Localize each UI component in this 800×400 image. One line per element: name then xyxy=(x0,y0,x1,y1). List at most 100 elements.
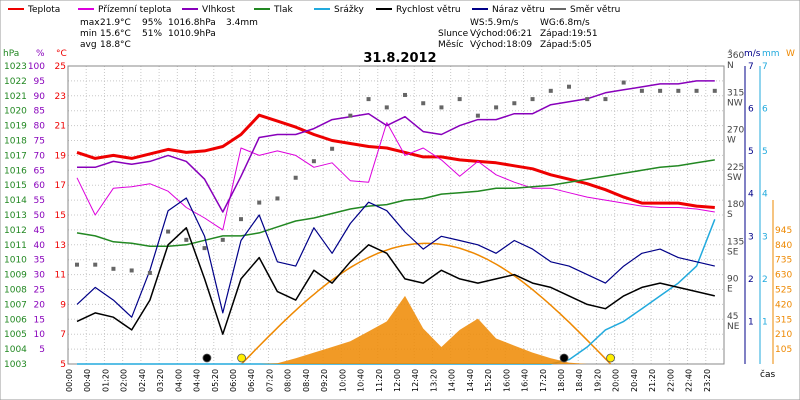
stats-min-pressure: 1010.9hPa xyxy=(168,29,216,39)
x-tick-label: 07:20 xyxy=(265,369,274,392)
sunrise-time: Východ:06:21 xyxy=(470,29,532,39)
x-tick-label: 14:40 xyxy=(466,369,475,392)
percent-tick: 35 xyxy=(34,256,45,266)
direction-tick-dir: NW xyxy=(727,98,743,108)
hpa-tick: 1017 xyxy=(4,151,27,161)
series-line xyxy=(76,159,715,248)
celsius-tick: 21 xyxy=(55,122,66,132)
moonset-marker xyxy=(202,353,212,363)
wind-direction-point xyxy=(384,105,389,110)
watts-tick: 840 xyxy=(775,241,792,251)
x-tick-label: 16:40 xyxy=(521,369,530,392)
stats-avg-label: avg xyxy=(80,40,97,50)
x-tick-label: 06:00 xyxy=(229,369,238,392)
series-line xyxy=(77,80,715,213)
mm-tick: 6 xyxy=(762,105,768,115)
mm-tick: 2 xyxy=(762,275,768,285)
wind-direction-point xyxy=(403,92,407,97)
percent-tick: 70 xyxy=(34,151,46,161)
hpa-tick: 1016 xyxy=(4,166,27,176)
direction-tick-dir: SW xyxy=(727,173,742,183)
wind-direction-point xyxy=(494,105,499,110)
direction-tick-deg: 360 xyxy=(727,51,744,61)
legend-entry: Srážky xyxy=(334,5,365,15)
percent-tick: 90 xyxy=(34,92,46,102)
wind-direction-point xyxy=(348,113,353,118)
percent-tick: 80 xyxy=(34,122,46,132)
x-tick-label: 03:20 xyxy=(156,369,165,392)
direction-tick-dir: N xyxy=(727,61,734,71)
hpa-tick: 1013 xyxy=(4,211,27,221)
wind-speed-current: WS:5.9m/s xyxy=(470,18,519,28)
mm-tick: 4 xyxy=(762,190,768,200)
stats-max-pressure: 1016.8hPa xyxy=(168,18,216,28)
direction-tick-dir: S xyxy=(727,210,733,220)
x-tick-label: 16:00 xyxy=(502,369,511,392)
x-tick-label: 01:20 xyxy=(101,369,110,392)
x-tick-label: 12:40 xyxy=(411,369,420,392)
ms-unit-label: m/s xyxy=(744,49,761,59)
direction-tick-dir: NE xyxy=(727,322,740,332)
x-tick-label: 09:20 xyxy=(320,369,329,392)
hpa-tick: 1022 xyxy=(4,77,27,87)
wind-direction-point xyxy=(621,80,626,85)
hpa-tick: 1018 xyxy=(4,137,27,147)
plot-series xyxy=(68,80,717,365)
percent-tick: 55 xyxy=(34,196,45,206)
watts-tick: 105 xyxy=(775,345,792,355)
x-tick-label: 11:20 xyxy=(375,369,384,392)
watts-tick: 420 xyxy=(775,300,792,310)
x-tick-label: 18:00 xyxy=(557,369,566,392)
wind-direction-point xyxy=(475,113,480,118)
hpa-tick: 1015 xyxy=(4,181,27,191)
sun-moon-block: WS:5.9m/s WG:6.8m/s Slunce Východ:06:21 … xyxy=(438,18,598,50)
wind-direction-point xyxy=(311,159,316,164)
legend-entry: Teplota xyxy=(27,5,60,15)
hpa-tick: 1008 xyxy=(4,286,27,296)
mm-tick: 3 xyxy=(762,232,768,242)
mm-unit-label: mm xyxy=(762,49,780,59)
wind-direction-point xyxy=(275,196,280,201)
x-tick-label: 18:40 xyxy=(575,369,584,392)
wind-direction-point xyxy=(603,97,608,102)
celsius-tick: 17 xyxy=(55,181,66,191)
x-tick-label: 20:00 xyxy=(612,369,621,392)
x-tick-label: 19:20 xyxy=(593,369,602,392)
watts-tick: 735 xyxy=(775,256,792,266)
mm-tick: 5 xyxy=(762,147,768,157)
wind-direction-point xyxy=(712,88,717,93)
hpa-tick: 1010 xyxy=(4,256,27,266)
x-tick-label: 22:40 xyxy=(685,369,694,392)
celsius-tick: 5 xyxy=(60,360,66,370)
wind-direction-point xyxy=(530,97,535,102)
hpa-tick: 1023 xyxy=(4,62,27,72)
celsius-tick: 15 xyxy=(55,211,66,221)
wind-direction-point xyxy=(658,88,663,93)
ms-tick: 6 xyxy=(748,105,754,115)
plot-grid xyxy=(67,65,725,365)
legend: Teplota Přízemní teplota Vlhkost Tlak Srážky… xyxy=(8,5,620,15)
direction-tick-dir: W xyxy=(727,136,736,146)
stats-avg-temp: 18.8°C xyxy=(100,40,131,50)
celsius-tick: 11 xyxy=(55,271,66,281)
stats-block: max 21.9°C 95% 1016.8hPa 3.4mm min 15.6°… xyxy=(80,18,258,50)
direction-tick-deg: 135 xyxy=(727,237,744,247)
x-tick-label: 20:40 xyxy=(630,369,639,392)
stats-max-label: max xyxy=(80,18,100,28)
watts-tick: 315 xyxy=(775,315,792,325)
percent-tick: 60 xyxy=(34,181,46,191)
ms-tick: 2 xyxy=(748,275,754,285)
percent-tick: 40 xyxy=(34,241,46,251)
percent-tick: 45 xyxy=(34,226,45,236)
percent-tick: 10 xyxy=(34,330,46,340)
wind-direction-point xyxy=(567,84,571,89)
wind-direction-point xyxy=(239,217,243,222)
wind-direction-point xyxy=(93,262,98,267)
wind-direction-point xyxy=(129,268,134,273)
wind-direction-point xyxy=(676,88,681,93)
celsius-tick: 9 xyxy=(60,300,66,310)
x-tick-label: 17:20 xyxy=(539,369,548,392)
percent-tick: 65 xyxy=(34,166,45,176)
ms-tick: 4 xyxy=(748,190,754,200)
